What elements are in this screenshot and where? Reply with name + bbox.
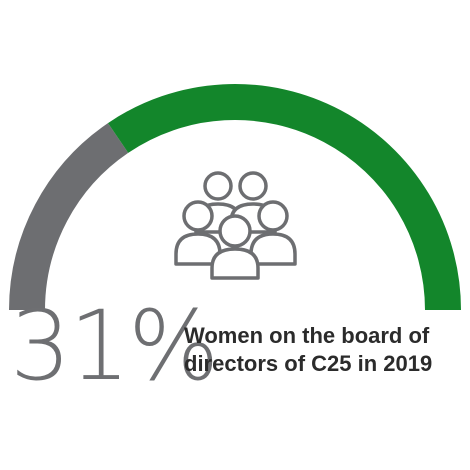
gauge-caption: Women on the board of directors of C25 i… bbox=[184, 322, 432, 378]
people-group-icon bbox=[174, 171, 297, 280]
percent-value: 31% bbox=[10, 290, 219, 402]
caption-line-1: Women on the board of bbox=[184, 323, 430, 348]
gauge-arc-women bbox=[9, 123, 129, 311]
gauge-arc-remainder bbox=[107, 84, 461, 311]
caption-line-2: directors of C25 in 2019 bbox=[184, 351, 433, 376]
